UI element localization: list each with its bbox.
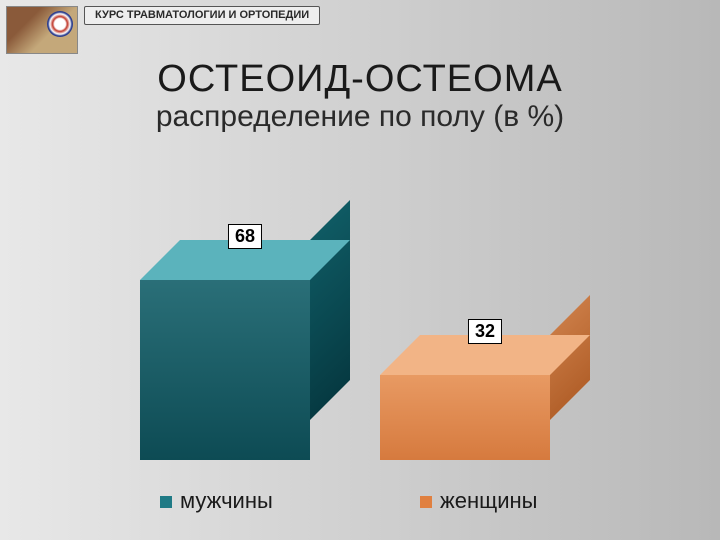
legend-label: мужчины <box>180 488 273 513</box>
bar-chart: 68 32 <box>0 150 720 490</box>
header: КУРС ТРАВМАТОЛОГИИ И ОРТОПЕДИИ <box>6 6 320 54</box>
bar-side <box>310 200 350 420</box>
bar-front <box>380 375 550 460</box>
legend-мужчины: мужчины <box>160 488 273 514</box>
bar-front <box>140 280 310 460</box>
value-label: 32 <box>468 319 502 344</box>
value-label: 68 <box>228 224 262 249</box>
slide: КУРС ТРАВМАТОЛОГИИ И ОРТОПЕДИИ ОСТЕОИД-О… <box>0 0 720 540</box>
logo-icon <box>6 6 78 54</box>
legend-swatch-icon <box>420 496 432 508</box>
legend-label: женщины <box>440 488 537 513</box>
page-title: ОСТЕОИД-ОСТЕОМА <box>0 58 720 101</box>
legend-swatch-icon <box>160 496 172 508</box>
page-subtitle: распределение по полу (в %) <box>0 100 720 134</box>
course-tab: КУРС ТРАВМАТОЛОГИИ И ОРТОПЕДИИ <box>84 6 320 25</box>
legend-женщины: женщины <box>420 488 537 514</box>
